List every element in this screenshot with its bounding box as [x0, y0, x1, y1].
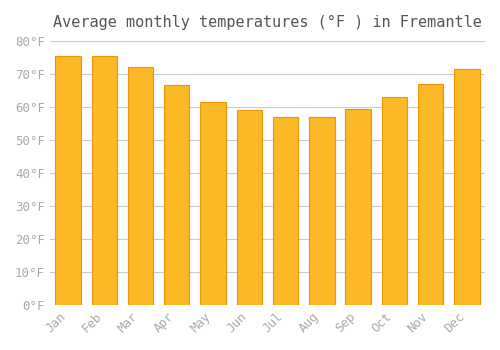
Bar: [346, 108, 371, 305]
Bar: [56, 56, 80, 305]
Bar: [200, 102, 226, 305]
Bar: [273, 117, 298, 305]
Bar: [164, 85, 190, 305]
Bar: [454, 69, 479, 305]
Bar: [128, 67, 153, 305]
Title: Average monthly temperatures (°F ) in Fremantle: Average monthly temperatures (°F ) in Fr…: [53, 15, 482, 30]
Bar: [309, 117, 334, 305]
Bar: [382, 97, 407, 305]
Bar: [418, 84, 444, 305]
Bar: [236, 110, 262, 305]
Bar: [92, 56, 117, 305]
